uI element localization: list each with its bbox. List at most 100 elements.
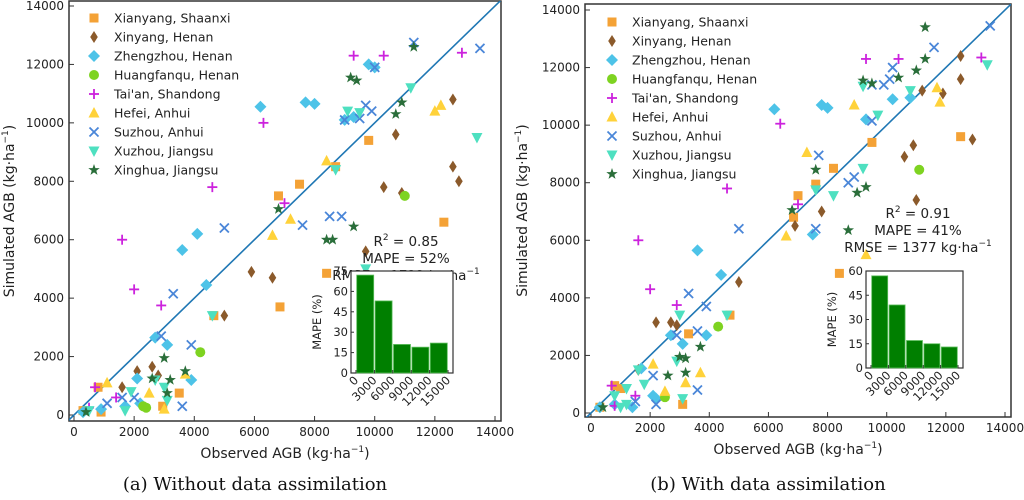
legend-item: Suzhou, Anhui bbox=[606, 129, 722, 144]
data-point bbox=[191, 227, 204, 240]
x-axis-label-base: Observed AGB (kg·ha bbox=[200, 446, 350, 462]
data-point bbox=[842, 224, 854, 236]
legend-label: Huangfanqu, Henan bbox=[632, 72, 757, 87]
legend-marker bbox=[607, 17, 617, 27]
data-point bbox=[928, 42, 940, 53]
data-point bbox=[158, 403, 170, 414]
x-tick-label: 10000 bbox=[868, 421, 906, 435]
y-tick-label: 8000 bbox=[549, 176, 580, 190]
x-tick-label: 0 bbox=[70, 425, 78, 439]
data-point bbox=[900, 150, 909, 163]
inset-y-tick-label: 0 bbox=[341, 366, 348, 380]
data-point bbox=[164, 373, 176, 385]
data-point bbox=[320, 233, 333, 245]
r2-value: = 0.85 bbox=[389, 234, 439, 250]
legend-item: Xinyang, Henan bbox=[608, 34, 731, 49]
data-point bbox=[733, 223, 744, 234]
legend-marker bbox=[88, 164, 100, 175]
legend-marker bbox=[88, 146, 100, 157]
inset-y-tick-label: 30 bbox=[848, 313, 863, 327]
data-point bbox=[266, 229, 278, 240]
data-point bbox=[119, 406, 131, 417]
data-point bbox=[345, 71, 357, 83]
data-point bbox=[806, 228, 819, 241]
data-point bbox=[348, 50, 359, 61]
data-point bbox=[455, 175, 463, 188]
data-point bbox=[912, 193, 921, 206]
legend-item: Xinghua, Jiangsu bbox=[606, 167, 736, 182]
data-point bbox=[206, 311, 218, 322]
y-tick-label: 14000 bbox=[26, 0, 64, 13]
data-point bbox=[390, 108, 402, 119]
data-point bbox=[956, 132, 966, 142]
x-axis-label: Observed AGB (kg·ha−1) bbox=[713, 441, 882, 458]
data-point bbox=[630, 396, 641, 407]
data-point bbox=[893, 53, 904, 64]
legend-item: Xianyang, Shaanxi bbox=[607, 15, 748, 30]
data-point bbox=[904, 86, 916, 97]
rmse-text-exp: −1 bbox=[466, 267, 479, 277]
data-point bbox=[811, 179, 821, 189]
data-point bbox=[694, 340, 707, 352]
legend-marker bbox=[606, 111, 618, 122]
data-point bbox=[700, 329, 713, 342]
data-point bbox=[449, 93, 457, 106]
x-tick-label: 14000 bbox=[986, 421, 1024, 435]
data-point bbox=[129, 284, 140, 295]
data-point bbox=[342, 106, 354, 118]
plot-content bbox=[585, 4, 1011, 417]
y-tick-label: 12000 bbox=[26, 57, 64, 71]
data-point bbox=[861, 53, 872, 64]
data-point bbox=[848, 98, 860, 110]
data-point bbox=[968, 133, 977, 146]
y-axis-label-base: Simulated AGB (kg·ha bbox=[2, 143, 18, 297]
data-point bbox=[676, 337, 689, 350]
legend-marker bbox=[88, 107, 100, 118]
data-point bbox=[347, 111, 360, 124]
series-xinyang-henan bbox=[634, 50, 977, 376]
data-point bbox=[330, 165, 342, 176]
data-point bbox=[691, 244, 704, 257]
data-point bbox=[956, 73, 965, 86]
y-axis-label-close: ) bbox=[2, 125, 18, 130]
data-point bbox=[90, 382, 101, 393]
data-point bbox=[680, 376, 692, 388]
y-tick-label: 10000 bbox=[26, 116, 64, 130]
data-point bbox=[887, 62, 898, 73]
data-point bbox=[369, 62, 380, 73]
legend-marker bbox=[607, 93, 617, 103]
data-point bbox=[934, 96, 946, 107]
series-tai-an-shandong bbox=[606, 52, 987, 411]
data-point bbox=[207, 182, 218, 193]
data-point bbox=[981, 60, 993, 71]
legend-label: Xianyang, Shaanxi bbox=[114, 11, 230, 26]
legend-label: Xuzhou, Jiangsu bbox=[632, 148, 732, 163]
data-point bbox=[857, 74, 869, 86]
data-point bbox=[597, 401, 609, 413]
x-tick-label: 12000 bbox=[416, 425, 454, 439]
x-tick-label: 14000 bbox=[476, 425, 514, 439]
data-point bbox=[810, 223, 821, 234]
data-point bbox=[247, 265, 256, 278]
x-tick-label: 2000 bbox=[635, 421, 666, 435]
data-point bbox=[679, 352, 692, 364]
data-point bbox=[609, 391, 621, 402]
legend-marker bbox=[606, 54, 618, 66]
data-point bbox=[866, 77, 878, 89]
data-point bbox=[254, 100, 267, 113]
legend-label: Zhengzhou, Henan bbox=[632, 53, 751, 68]
data-point bbox=[351, 74, 363, 86]
data-point bbox=[285, 213, 297, 224]
legend-label: Hefei, Anhui bbox=[114, 106, 190, 121]
data-point bbox=[857, 163, 869, 175]
series-xinghua-jiangsu bbox=[597, 21, 931, 413]
data-point bbox=[456, 47, 467, 58]
legend-item: Tai'an, Shandong bbox=[607, 91, 739, 106]
data-point bbox=[449, 160, 457, 173]
x-axis-label-base: Observed AGB (kg·ha bbox=[713, 442, 863, 458]
data-point bbox=[768, 103, 781, 116]
x-tick-label: 6000 bbox=[239, 425, 270, 439]
data-point bbox=[985, 20, 996, 31]
data-point bbox=[667, 316, 675, 329]
data-point bbox=[174, 388, 184, 398]
